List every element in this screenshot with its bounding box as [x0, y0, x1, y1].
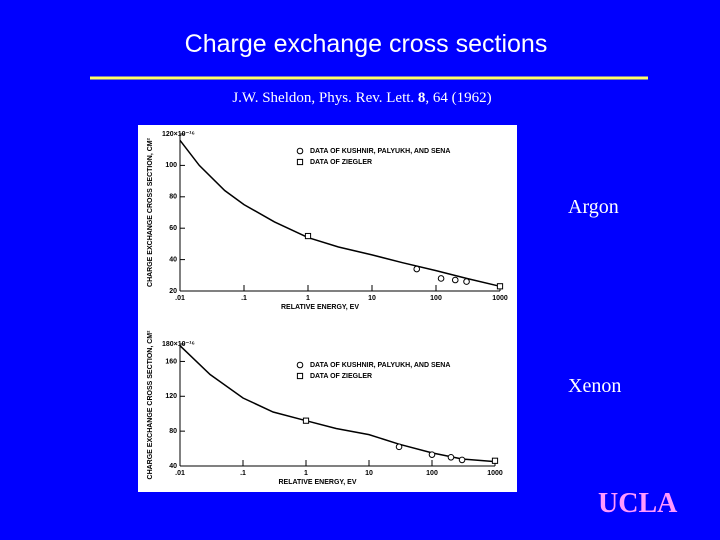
charts: .01 .1 1 10 100 1000 20 40 60 80 100 120×10⁻¹⁶ RELAT…	[147, 131, 508, 486]
x-tick-label: 10	[365, 470, 373, 477]
x-tick-label: .01	[175, 470, 185, 477]
data-point	[428, 451, 436, 458]
citation: J.W. Sheldon, Phys. Rev. Lett. 8, 64 (19…	[232, 90, 491, 106]
curve	[179, 345, 496, 463]
x-tick-label: 100	[426, 470, 438, 477]
y-tick-label: 80	[169, 194, 177, 201]
legend-symbol	[296, 147, 304, 155]
data-point	[304, 232, 312, 240]
y-tick-label: 40	[169, 463, 177, 470]
data-point	[437, 275, 445, 282]
data-point	[451, 276, 459, 284]
data-point	[413, 265, 421, 273]
y-tick-label: 20	[169, 288, 177, 295]
data-point	[447, 453, 455, 461]
x-tick-label: 1	[304, 470, 308, 477]
y-tick-label: 40	[169, 256, 177, 263]
x-tick-label: 10	[368, 295, 376, 302]
logo: UCLA	[598, 488, 678, 519]
x-tick-label: 1000	[487, 470, 503, 477]
data-point	[463, 278, 470, 285]
y-tick-label: 120	[165, 393, 177, 400]
figure-panel	[138, 125, 517, 492]
data-point	[458, 456, 466, 464]
gas-label: Argon	[568, 196, 619, 218]
slide-title: Charge exchange cross sections	[185, 30, 548, 58]
x-tick-label: .01	[175, 295, 185, 302]
y-tick-label: 60	[169, 225, 177, 232]
legend-label: DATA OF KUSHNIR, PALYUKH, AND SENA	[310, 148, 450, 155]
x-tick-label: .1	[240, 470, 246, 477]
x-tick-label: .1	[241, 295, 247, 302]
y-tick-label: 100	[165, 162, 177, 169]
y-axis-label: CHARGE EXCHANGE CROSS SECTION, CM²	[147, 137, 154, 287]
y-tick-label: 120×10⁻¹⁶	[162, 131, 195, 138]
data-point	[496, 283, 504, 290]
x-tick-label: 1	[306, 295, 310, 302]
legend-label: DATA OF KUSHNIR, PALYUKH, AND SENA	[310, 362, 450, 369]
x-tick-label: 1000	[492, 295, 508, 302]
y-axis-label: CHARGE EXCHANGE CROSS SECTION, CM²	[147, 330, 154, 480]
x-axis-label: RELATIVE ENERGY, EV	[278, 479, 356, 486]
data-point	[395, 443, 403, 451]
x-tick-label: 100	[430, 295, 442, 302]
y-tick-label: 160	[165, 358, 177, 365]
legend-symbol	[296, 361, 304, 369]
legend-label: DATA OF ZIEGLER	[310, 159, 372, 166]
citation-part: J.W. Sheldon, Phys. Rev. Lett.	[232, 90, 418, 106]
y-tick-label: 180×10⁻¹⁶	[162, 341, 195, 348]
data-point	[302, 417, 310, 424]
citation-part: 8	[418, 90, 426, 106]
gas-label: Xenon	[568, 375, 621, 397]
legend-symbol	[296, 158, 304, 166]
data-point	[491, 457, 499, 464]
citation-part: , 64 (1962)	[425, 90, 491, 106]
x-axis-label: RELATIVE ENERGY, EV	[281, 304, 359, 311]
y-tick-label: 80	[169, 428, 177, 435]
legend-symbol	[296, 372, 304, 380]
curve	[179, 139, 501, 288]
legend-label: DATA OF ZIEGLER	[310, 373, 372, 380]
